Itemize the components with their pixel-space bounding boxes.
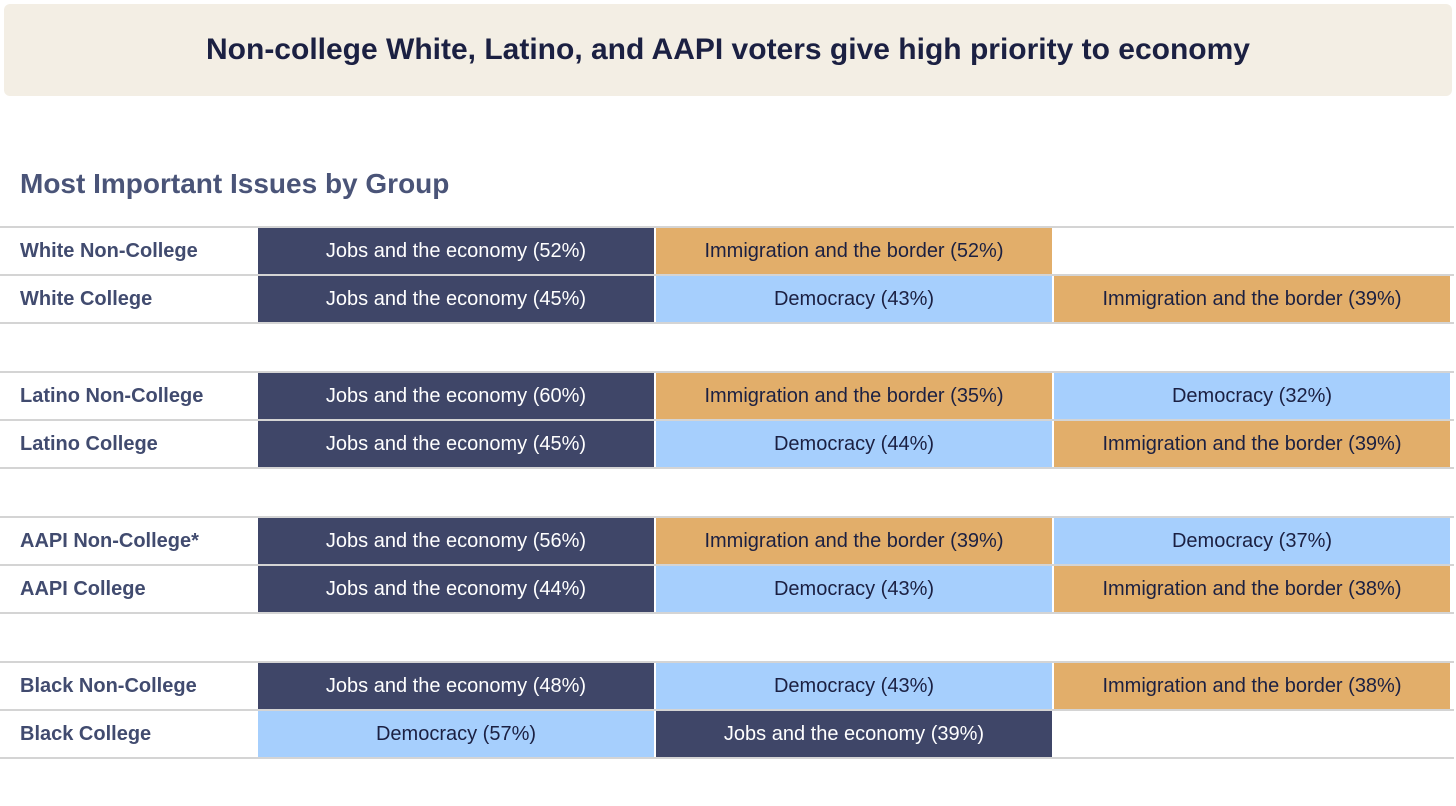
issue-cell: Democracy (37%) (1054, 518, 1450, 564)
issue-cell: Democracy (32%) (1054, 373, 1450, 419)
group-label: White College (20, 287, 153, 310)
table-row: Black Non-College Jobs and the economy (4… (0, 661, 1454, 709)
group-label: Black College (20, 722, 152, 745)
issue-cell: Immigration and the border (39%) (656, 518, 1052, 564)
group-label: Black Non-College (20, 674, 197, 697)
table-row: Latino College Jobs and the economy (45%)… (0, 419, 1454, 469)
table-row: White College Jobs and the economy (45%) D… (0, 274, 1454, 324)
issue-cell: Democracy (43%) (656, 276, 1052, 322)
issue-cell: Jobs and the economy (56%) (258, 518, 654, 564)
issues-table: White Non-College Jobs and the economy (5… (0, 226, 1454, 806)
group-label: AAPI College (20, 577, 146, 600)
group-label: AAPI Non-College* (20, 529, 199, 552)
issue-cell: Jobs and the economy (45%) (258, 421, 654, 467)
group-label: White Non-College (20, 239, 198, 262)
issue-cell: Jobs and the economy (60%) (258, 373, 654, 419)
issue-cell: Jobs and the economy (48%) (258, 663, 654, 709)
table-row: Latino Non-College Jobs and the economy (… (0, 371, 1454, 419)
issue-cell: Immigration and the border (39%) (1054, 276, 1450, 322)
issue-cell: Immigration and the border (38%) (1054, 566, 1450, 612)
table-row: AAPI Non-College* Jobs and the economy (5… (0, 516, 1454, 564)
issue-cell: Jobs and the economy (52%) (258, 228, 654, 274)
group-label: Latino College (20, 432, 158, 455)
chart-title: Non-college White, Latino, and AAPI vote… (206, 33, 1250, 66)
issue-cell: Jobs and the economy (44%) (258, 566, 654, 612)
issue-cell: Immigration and the border (52%) (656, 228, 1052, 274)
issue-cell: Immigration and the border (35%) (656, 373, 1052, 419)
table-group: Black Non-College Jobs and the economy (4… (0, 661, 1454, 759)
table-group: AAPI Non-College* Jobs and the economy (5… (0, 516, 1454, 614)
issue-cell: Jobs and the economy (39%) (656, 711, 1052, 757)
issue-cell: Immigration and the border (39%) (1054, 421, 1450, 467)
group-label: Latino Non-College (20, 384, 204, 407)
issue-cell: Democracy (44%) (656, 421, 1052, 467)
title-banner: Non-college White, Latino, and AAPI vote… (4, 4, 1452, 96)
table-row: AAPI College Jobs and the economy (44%) De… (0, 564, 1454, 614)
issue-cell: Immigration and the border (38%) (1054, 663, 1450, 709)
table-row: White Non-College Jobs and the economy (5… (0, 226, 1454, 274)
table-group: White Non-College Jobs and the economy (5… (0, 226, 1454, 324)
issue-cell: Democracy (43%) (656, 566, 1052, 612)
issue-cell: Jobs and the economy (45%) (258, 276, 654, 322)
issue-cell: Democracy (43%) (656, 663, 1052, 709)
table-row: Black College Democracy (57%) Jobs and the… (0, 709, 1454, 759)
table-group: Latino Non-College Jobs and the economy (… (0, 371, 1454, 469)
issue-cell: Democracy (57%) (258, 711, 654, 757)
chart-subtitle: Most Important Issues by Group (20, 168, 450, 199)
